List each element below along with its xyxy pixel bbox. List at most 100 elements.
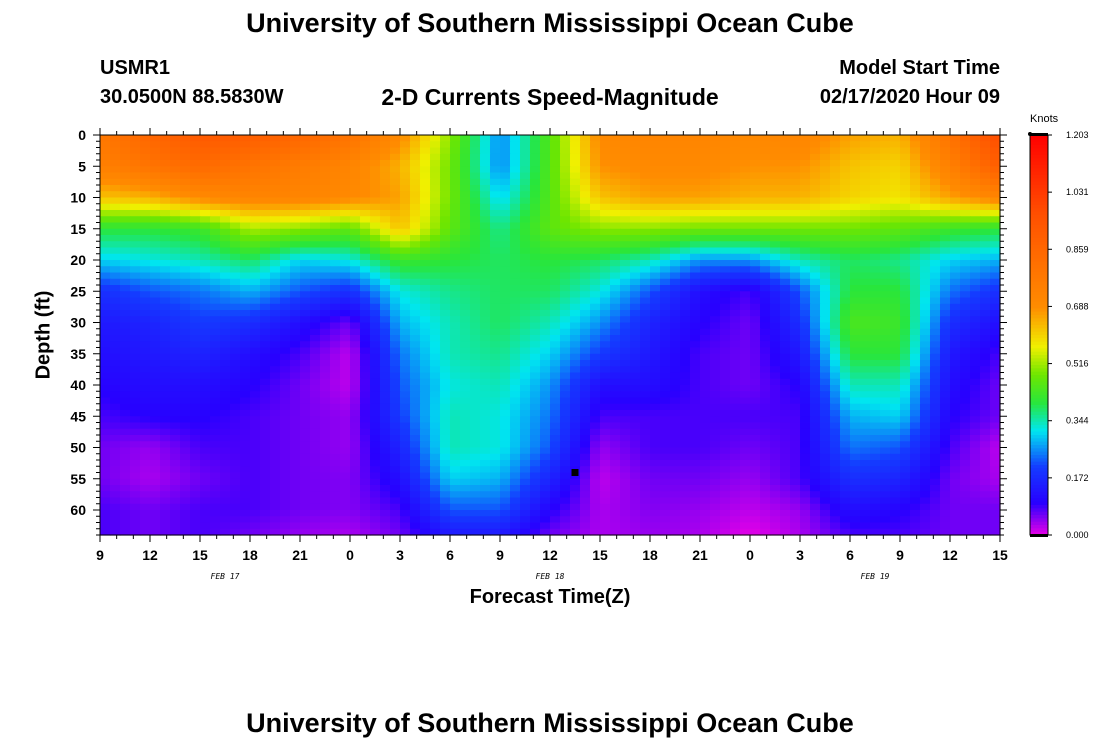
heatmap-cell [440, 247, 451, 255]
heatmap-cell [440, 435, 451, 442]
heatmap-cell [560, 310, 571, 317]
heatmap-cell [840, 247, 851, 255]
heatmap-cell [870, 272, 881, 280]
heatmap-cell [420, 147, 431, 155]
heatmap-cell [310, 403, 321, 411]
heatmap-cell [390, 310, 401, 317]
heatmap-cell [240, 228, 251, 236]
heatmap-cell [630, 253, 641, 261]
heatmap-cell [320, 141, 331, 149]
heatmap-cell [100, 360, 111, 367]
heatmap-cell [210, 328, 221, 336]
heatmap-cell [600, 353, 611, 361]
heatmap-cell [600, 141, 611, 149]
heatmap-cell [480, 247, 491, 255]
heatmap-cell [370, 160, 381, 167]
heatmap-cell [870, 166, 881, 174]
heatmap-cell [780, 335, 791, 342]
heatmap-cell [970, 410, 981, 417]
heatmap-cell [540, 391, 551, 399]
heatmap-cell [740, 291, 751, 299]
heatmap-cell [610, 141, 621, 149]
heatmap-cell [270, 441, 281, 449]
heatmap-cell [580, 453, 591, 461]
heatmap-cell [180, 416, 191, 424]
heatmap-cell [200, 366, 211, 374]
heatmap-cell [640, 253, 651, 261]
heatmap-cell [860, 385, 871, 392]
heatmap-cell [290, 341, 301, 349]
heatmap-cell [570, 316, 581, 324]
heatmap-cell [170, 135, 181, 142]
heatmap-cell [310, 310, 321, 317]
heatmap-cell [830, 422, 841, 430]
heatmap-cell [100, 416, 111, 424]
heatmap-cell [340, 153, 351, 161]
heatmap-cell [430, 460, 441, 467]
heatmap-cell [590, 447, 601, 455]
heatmap-cell [650, 441, 661, 449]
heatmap-cell [890, 172, 901, 180]
heatmap-cell [400, 472, 411, 480]
heatmap-cell [530, 266, 541, 274]
heatmap-cell [840, 347, 851, 355]
heatmap-cell [310, 260, 321, 267]
heatmap-cell [340, 216, 351, 224]
heatmap-cell [200, 428, 211, 436]
heatmap-cell [740, 197, 751, 205]
heatmap-cell [360, 228, 371, 236]
heatmap-cell [320, 160, 331, 167]
heatmap-cell [940, 285, 951, 292]
heatmap-cell [490, 341, 501, 349]
heatmap-cell [130, 266, 141, 274]
heatmap-cell [750, 360, 761, 367]
heatmap-cell [270, 241, 281, 249]
heatmap-cell [800, 416, 811, 424]
heatmap-cell [460, 141, 471, 149]
heatmap-cell [200, 160, 211, 167]
heatmap-cell [970, 428, 981, 436]
heatmap-cell [330, 391, 341, 399]
heatmap-cell [900, 160, 911, 167]
heatmap-cell [930, 178, 941, 186]
heatmap-cell [480, 335, 491, 342]
heatmap-cell [430, 166, 441, 174]
heatmap-cell [330, 172, 341, 180]
heatmap-cell [920, 453, 931, 461]
heatmap-cell [390, 353, 401, 361]
heatmap-cell [780, 203, 791, 211]
heatmap-cell [890, 341, 901, 349]
heatmap-cell [160, 153, 171, 161]
heatmap-cell [610, 422, 621, 430]
heatmap-cell [100, 372, 111, 380]
heatmap-cell [890, 260, 901, 267]
heatmap-cell [290, 247, 301, 255]
heatmap-cell [900, 397, 911, 405]
heatmap-cell [870, 447, 881, 455]
heatmap-cell [800, 385, 811, 392]
heatmap-cell [660, 416, 671, 424]
heatmap-cell [110, 272, 121, 280]
heatmap-cell [170, 410, 181, 417]
heatmap-cell [930, 403, 941, 411]
heatmap-cell [930, 222, 941, 230]
heatmap-cell [660, 378, 671, 386]
heatmap-cell [890, 191, 901, 199]
heatmap-cell [650, 341, 661, 349]
heatmap-cell [740, 316, 751, 324]
heatmap-cell [530, 272, 541, 280]
heatmap-cell [890, 422, 901, 430]
heatmap-cell [290, 397, 301, 405]
heatmap-cell [470, 160, 481, 167]
heatmap-cell [750, 397, 761, 405]
heatmap-cell [140, 466, 151, 474]
heatmap-cell [760, 347, 771, 355]
heatmap-cell [420, 347, 431, 355]
heatmap-cell [560, 416, 571, 424]
heatmap-cell [720, 385, 731, 392]
heatmap-cell [940, 366, 951, 374]
heatmap-cell [750, 410, 761, 417]
heatmap-cell [580, 310, 591, 317]
heatmap-cell [670, 403, 681, 411]
heatmap-cell [470, 316, 481, 324]
